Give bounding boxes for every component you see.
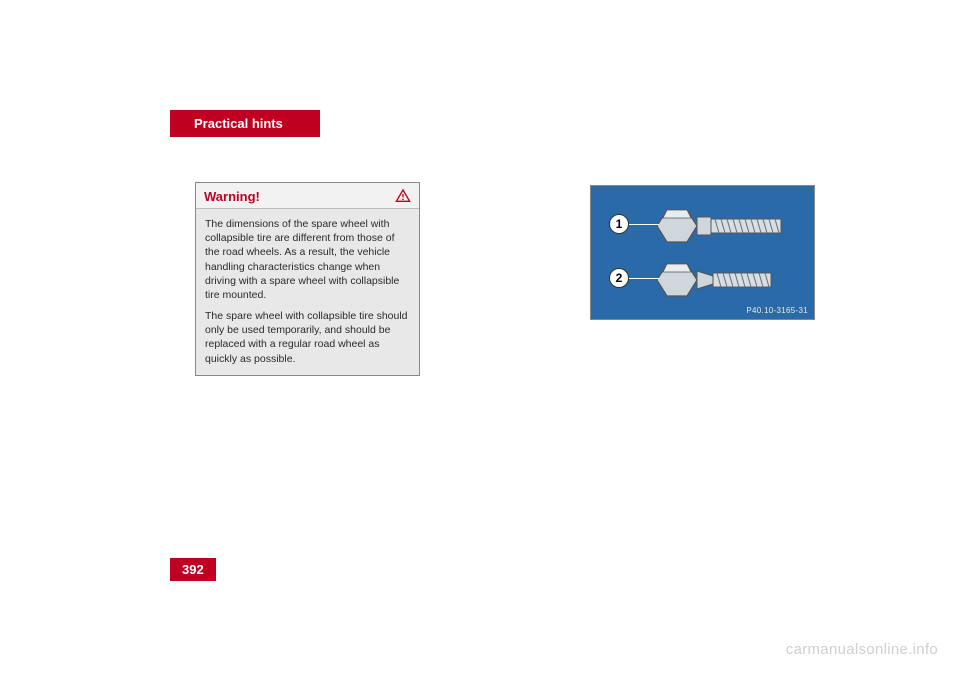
warning-triangle-icon xyxy=(395,188,411,204)
wheel-bolt-2-icon xyxy=(653,258,803,302)
section-header: Practical hints xyxy=(170,110,320,137)
warning-title: Warning! xyxy=(204,189,260,204)
figure-code: P40.10-3165-31 xyxy=(746,306,808,315)
figure-callout-2: 2 xyxy=(609,268,629,288)
callout-label: 1 xyxy=(616,217,623,231)
warning-box: Warning! The dimensions of the spare whe… xyxy=(195,182,420,376)
callout-leader-line xyxy=(629,224,659,225)
callout-label: 2 xyxy=(616,271,623,285)
warning-title-row: Warning! xyxy=(196,183,419,209)
warning-paragraph: The spare wheel with collapsible tire sh… xyxy=(205,309,410,366)
watermark-text: carmanualsonline.info xyxy=(786,641,938,658)
page-number: 392 xyxy=(170,558,216,581)
page-number-value: 392 xyxy=(182,562,204,577)
wheel-bolt-1-icon xyxy=(653,204,803,248)
section-title: Practical hints xyxy=(194,116,283,131)
callout-leader-line xyxy=(629,278,659,279)
figure-wheel-bolts: 1 2 P40.10-3165-31 xyxy=(590,185,815,320)
warning-paragraph: The dimensions of the spare wheel with c… xyxy=(205,217,410,302)
warning-body: The dimensions of the spare wheel with c… xyxy=(196,209,419,375)
figure-callout-1: 1 xyxy=(609,214,629,234)
